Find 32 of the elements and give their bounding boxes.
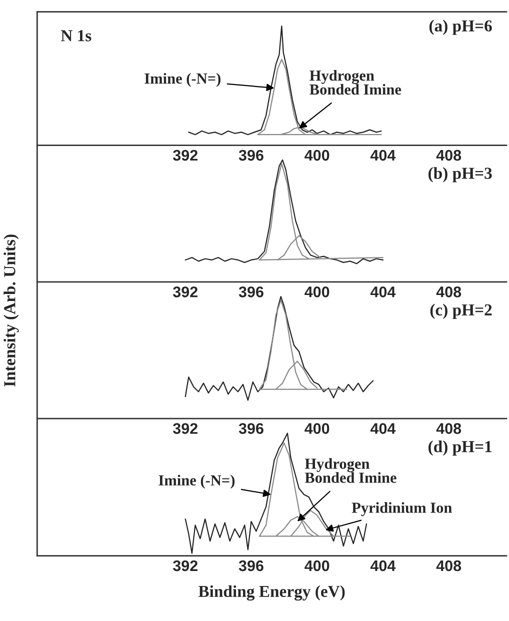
x-tick-label: 404	[370, 560, 396, 572]
annotation: Pyridinium Ion	[352, 502, 452, 516]
y-axis-title: Intensity (Arb. Units)	[4, 234, 19, 387]
annotation: N 1s	[60, 30, 92, 42]
x-tick-label: 408	[436, 423, 462, 434]
x-tick-label: 392	[172, 286, 198, 298]
chart-title: (a) pH=6	[429, 20, 492, 35]
annotation: Hydrogen Bonded Imine	[304, 458, 396, 483]
x-tick-label: 396	[238, 150, 264, 161]
x-tick-label: 396	[238, 286, 264, 298]
x-tick-label: 396	[238, 560, 264, 572]
x-tick-label: 404	[370, 286, 396, 298]
x-tick-label: 392	[172, 560, 198, 572]
x-tick-label: 400	[304, 560, 330, 572]
x-tick-label: 392	[172, 150, 198, 161]
annotation: Imine (-N=)	[158, 474, 235, 489]
chart-title: (d) pH=1	[428, 440, 492, 456]
chart-title: (b) pH=3	[428, 167, 492, 182]
x-tick-label: 408	[436, 150, 462, 161]
x-tick-label: 392	[172, 423, 198, 434]
x-tick-label: 404	[370, 150, 396, 161]
x-tick-label: 400	[304, 423, 330, 434]
x-tick-label: 396	[238, 423, 264, 434]
x-tick-label: 400	[304, 150, 330, 161]
chart-title: (c) pH=2	[430, 304, 492, 319]
x-tick-label: 404	[370, 423, 396, 434]
x-axis-title: Binding Energy (eV)	[198, 585, 345, 601]
x-tick-label: 408	[436, 560, 462, 572]
annotation: Hydrogen Bonded Imine	[310, 70, 402, 95]
x-tick-label: 400	[304, 286, 330, 298]
annotation: Imine (-N=)	[144, 72, 220, 87]
x-tick-label: 408	[436, 286, 462, 298]
